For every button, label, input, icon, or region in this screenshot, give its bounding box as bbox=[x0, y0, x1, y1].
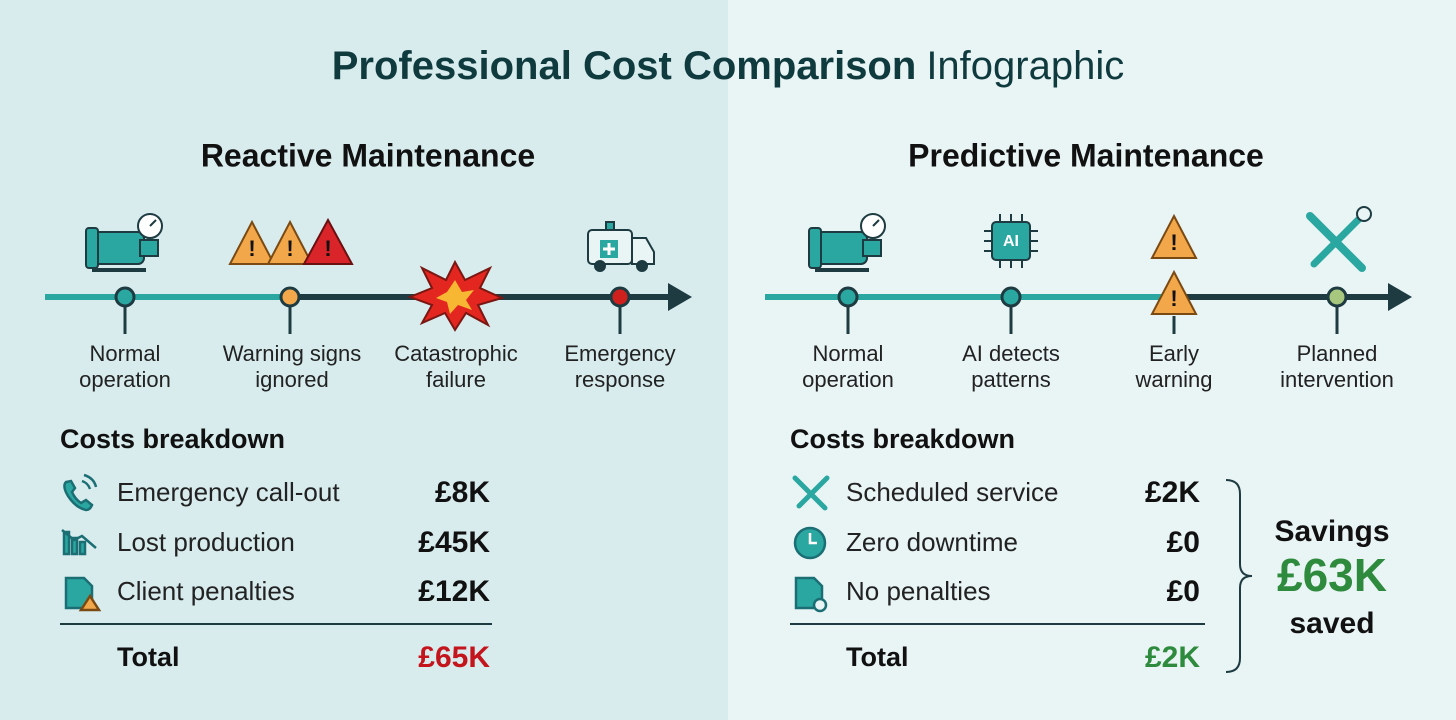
panel-heading: Predictive Maintenance bbox=[908, 137, 1264, 173]
step-label: Early bbox=[1149, 341, 1199, 366]
left-background bbox=[0, 0, 728, 720]
step-label: Warning signs bbox=[223, 341, 362, 366]
item-label: Client penalties bbox=[117, 576, 295, 606]
item-label: Scheduled service bbox=[846, 477, 1058, 507]
warning-marks: !! bbox=[1170, 230, 1177, 311]
cost-icons bbox=[61, 473, 102, 612]
item-label: Zero downtime bbox=[846, 527, 1018, 557]
cost-icons bbox=[792, 475, 830, 613]
panel-heading: Reactive Maintenance bbox=[201, 137, 535, 173]
step-label: ignored bbox=[255, 367, 328, 392]
arrow bbox=[668, 283, 692, 311]
item-amount: £45K bbox=[418, 526, 490, 559]
svg-text:!: ! bbox=[286, 236, 293, 261]
total-amount: £65K bbox=[418, 641, 490, 674]
node bbox=[609, 286, 631, 308]
step-label: Catastrophic bbox=[394, 341, 518, 366]
step-label: intervention bbox=[1280, 367, 1394, 392]
item-amount: £0 bbox=[1167, 575, 1200, 608]
warning-icons bbox=[228, 217, 354, 265]
item-amount: £0 bbox=[1167, 526, 1200, 559]
pump-icon bbox=[808, 213, 886, 272]
node bbox=[837, 286, 859, 308]
title-bold: Professional Cost Comparison bbox=[332, 44, 917, 88]
tools-icon bbox=[1306, 206, 1372, 272]
savings-label: Savings bbox=[1274, 515, 1389, 548]
ai-chip-icon: AI bbox=[984, 214, 1038, 268]
item-label: Emergency call-out bbox=[117, 477, 340, 507]
step-label: warning bbox=[1134, 367, 1212, 392]
arrow bbox=[1388, 283, 1412, 311]
total-label: Total bbox=[846, 642, 909, 672]
node bbox=[1326, 286, 1348, 308]
pump-icon bbox=[85, 213, 163, 272]
svg-text:AI: AI bbox=[1003, 233, 1019, 250]
step-label: Emergency bbox=[564, 341, 675, 366]
total-amount: £2K bbox=[1145, 641, 1200, 674]
step-label: Normal bbox=[90, 341, 161, 366]
warning-marks: !!! bbox=[248, 236, 331, 261]
step-label: AI detects bbox=[962, 341, 1060, 366]
item-amount: £8K bbox=[435, 476, 490, 509]
savings-suffix: saved bbox=[1289, 607, 1374, 640]
timeline-labels: Normal operation Warning signs ignored C… bbox=[79, 341, 676, 392]
title: Professional Cost Comparison Infographic bbox=[332, 44, 1124, 88]
total-label: Total bbox=[117, 642, 180, 672]
step-label: operation bbox=[802, 367, 894, 392]
item-label: Lost production bbox=[117, 527, 295, 557]
step-label: failure bbox=[426, 367, 486, 392]
step-label: operation bbox=[79, 367, 171, 392]
svg-text:!: ! bbox=[1170, 230, 1177, 255]
savings-amount: £63K bbox=[1277, 549, 1387, 601]
right-background bbox=[728, 0, 1456, 720]
svg-text:!: ! bbox=[324, 236, 331, 261]
warning-icons bbox=[1150, 213, 1198, 315]
timeline-labels: Normal operation AI detects patterns Ear… bbox=[802, 341, 1394, 392]
node bbox=[114, 286, 136, 308]
brace bbox=[1225, 479, 1253, 673]
node bbox=[279, 286, 301, 308]
node bbox=[1000, 286, 1022, 308]
item-label: No penalties bbox=[846, 576, 991, 606]
explosion-core bbox=[436, 280, 474, 314]
item-amount: £2K bbox=[1145, 476, 1200, 509]
costs-heading: Costs breakdown bbox=[60, 424, 285, 454]
svg-text:!: ! bbox=[248, 236, 255, 261]
title-regular: Infographic bbox=[926, 44, 1124, 88]
step-label: response bbox=[575, 367, 666, 392]
ambulance-icon bbox=[587, 221, 655, 272]
step-label: Normal bbox=[813, 341, 884, 366]
svg-text:!: ! bbox=[1170, 286, 1177, 311]
step-label: Planned bbox=[1297, 341, 1378, 366]
item-amount: £12K bbox=[418, 575, 490, 608]
step-label: patterns bbox=[971, 367, 1051, 392]
stems bbox=[123, 306, 622, 334]
costs-heading: Costs breakdown bbox=[790, 424, 1015, 454]
stems bbox=[846, 306, 1339, 334]
